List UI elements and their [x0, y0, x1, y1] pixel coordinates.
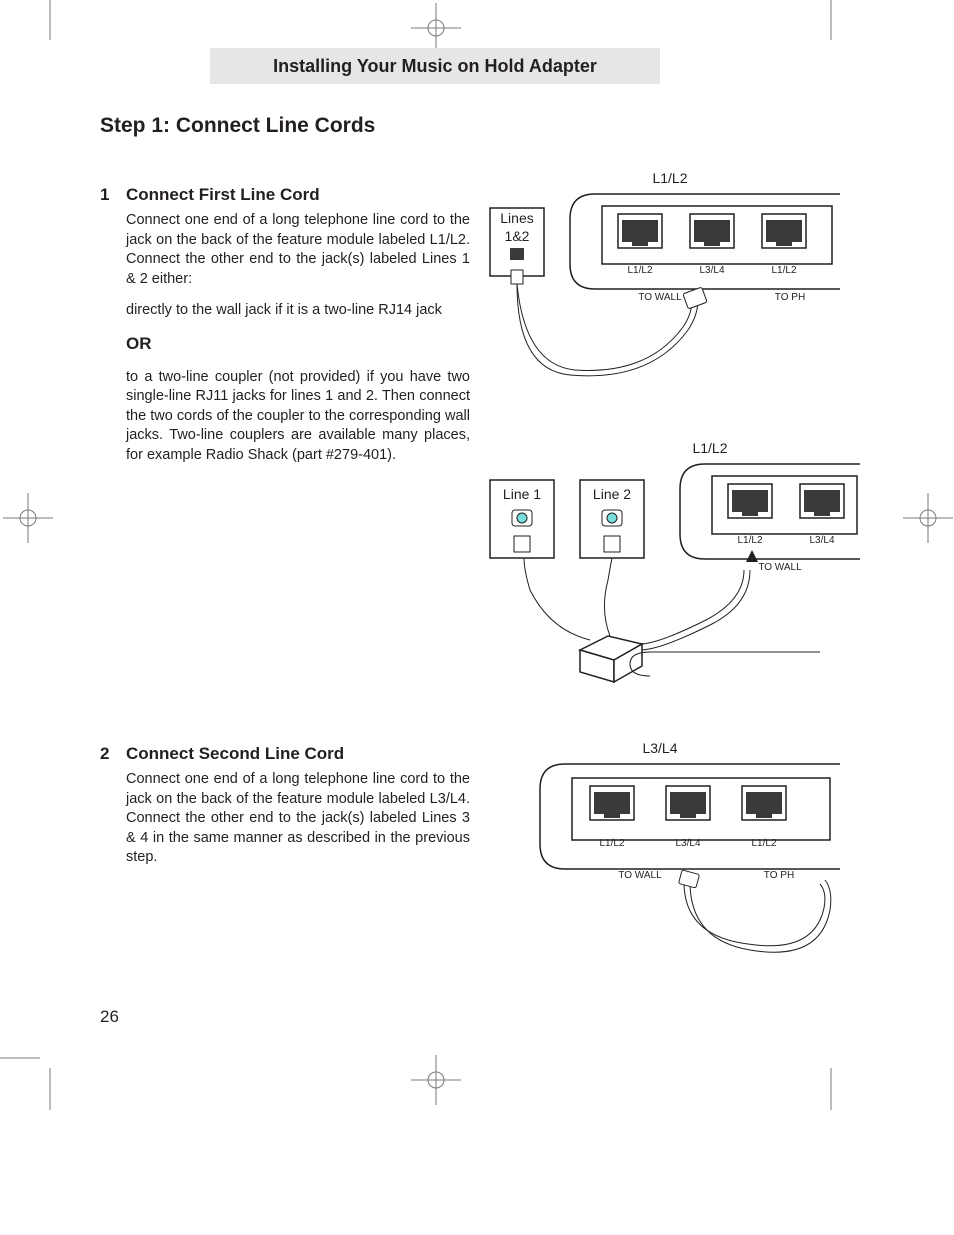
d3-port2: L3/L4 [660, 838, 716, 849]
d2-wall2: Line 2 [584, 486, 640, 502]
d1-port2: L3/L4 [684, 265, 740, 276]
item1-num: 1 [100, 185, 116, 205]
item1-heading: Connect First Line Cord [126, 185, 320, 205]
cropmark-left [0, 490, 60, 550]
item1-para1: Connect one end of a long telephone line… [126, 211, 470, 289]
d1-cap-right: TO PH [755, 292, 825, 303]
d1-port3: L1/L2 [756, 265, 812, 276]
item1-para2: directly to the wall jack if it is a two… [126, 301, 470, 321]
item2-para1: Connect one end of a long telephone line… [126, 770, 470, 868]
d3-port1: L1/L2 [584, 838, 640, 849]
d1-port1: L1/L2 [612, 265, 668, 276]
d3-cap-right: TO PH [744, 870, 814, 881]
header-title: Installing Your Music on Hold Adapter [273, 56, 597, 77]
cropmark-right [900, 490, 954, 550]
item1-or: OR [126, 333, 470, 356]
d2-port1: L1/L2 [722, 535, 778, 546]
item1-para3: to a two-line coupler (not provided) if … [126, 368, 470, 466]
cropmark-bottom [0, 1040, 954, 1110]
page: Installing Your Music on Hold Adapter St… [0, 0, 954, 1235]
d1-wall-label: Lines 1&2 [490, 210, 544, 245]
section-1: 1 Connect First Line Cord Connect one en… [100, 185, 470, 478]
header-band: Installing Your Music on Hold Adapter [210, 48, 660, 84]
item2-num: 2 [100, 744, 116, 764]
d2-title: L1/L2 [670, 440, 750, 456]
step-title: Step 1: Connect Line Cords [100, 114, 375, 138]
d3-title: L3/L4 [620, 740, 700, 756]
d2-port2: L3/L4 [794, 535, 850, 546]
d1-title: L1/L2 [630, 170, 710, 186]
d3-cap-left: TO WALL [600, 870, 680, 881]
d2-cap: TO WALL [740, 562, 820, 573]
d1-cap-left: TO WALL [620, 292, 700, 303]
diagram-2: L1/L2 [480, 440, 860, 700]
d2-wall1: Line 1 [494, 486, 550, 502]
section-2: 2 Connect Second Line Cord Connect one e… [100, 744, 470, 880]
item2-heading: Connect Second Line Cord [126, 744, 344, 764]
diagram-1: L1/L2 Lines 1&2 [480, 170, 840, 420]
diagram-3: L3/L4 L1/L2 L3/L4 L1/L2 TO WALL TO PH [510, 740, 840, 990]
page-number: 26 [100, 1007, 119, 1027]
d3-port3: L1/L2 [736, 838, 792, 849]
